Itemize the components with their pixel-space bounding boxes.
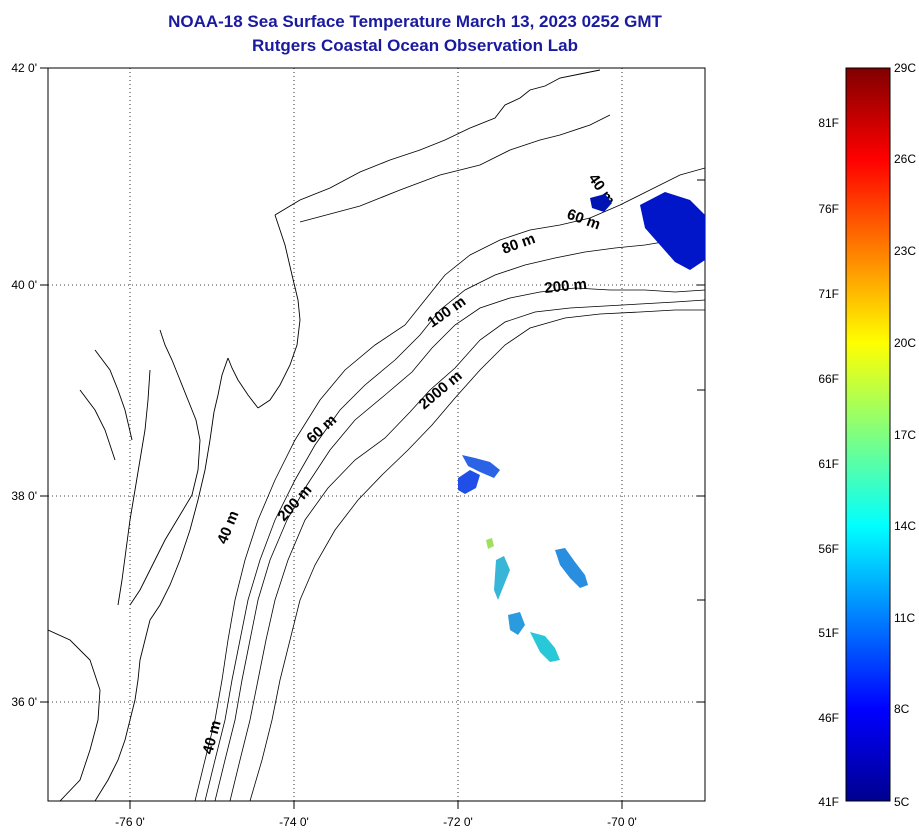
lat-label: 36 0' — [11, 695, 37, 709]
lat-label: 38 0' — [11, 489, 37, 503]
colorbar-c-labels: 29C 26C 23C 20C 17C 14C 11C 8C 5C — [894, 61, 916, 809]
axis-ticks — [40, 67, 705, 809]
lon-label: -70 0' — [607, 815, 637, 829]
colorbar-f-label: 41F — [818, 795, 839, 809]
colorbar-c-label: 26C — [894, 152, 916, 166]
colorbar-f-label: 56F — [818, 542, 839, 556]
sst-patch-shelf — [640, 192, 705, 270]
colorbar-f-label: 61F — [818, 457, 839, 471]
colorbar-f-label: 71F — [818, 287, 839, 301]
sst-patch-slope-2 — [462, 455, 500, 478]
colorbar-c-label: 23C — [894, 244, 916, 258]
graticule — [48, 68, 705, 801]
colorbar-f-label: 76F — [818, 202, 839, 216]
colorbar-c-label: 8C — [894, 702, 910, 716]
colorbar-c-label: 17C — [894, 428, 916, 442]
colorbar-c-label: 29C — [894, 61, 916, 75]
colorbar-f-label: 51F — [818, 626, 839, 640]
sst-patch-warm — [486, 538, 494, 549]
sst-patches — [458, 192, 705, 662]
sst-patch-filament-2 — [494, 556, 510, 600]
colorbar-c-label: 14C — [894, 519, 916, 533]
sst-patch-slope — [458, 470, 480, 494]
sst-patch-eddy — [508, 612, 525, 635]
colorbar-f-label: 46F — [818, 711, 839, 725]
map-subtitle: Rutgers Coastal Ocean Observation Lab — [252, 36, 578, 55]
lon-label: -76 0' — [115, 815, 145, 829]
colorbar-f-labels: 81F 76F 71F 66F 61F 56F 51F 46F 41F — [818, 116, 839, 809]
colorbar-f-label: 81F — [818, 116, 839, 130]
coastline — [48, 69, 611, 801]
colorbar-c-label: 5C — [894, 795, 910, 809]
colorbar-f-label: 66F — [818, 372, 839, 386]
sst-patch-filament — [555, 548, 588, 588]
sst-patch-eddy-2 — [530, 632, 560, 662]
lon-labels: -76 0' -74 0' -72 0' -70 0' — [115, 815, 637, 829]
colorbar — [845, 67, 891, 802]
lat-label: 40 0' — [11, 278, 37, 292]
map-title: NOAA-18 Sea Surface Temperature March 13… — [168, 12, 662, 31]
lat-label: 42 0' — [11, 61, 37, 75]
isobath-label: 200 m — [544, 276, 588, 297]
map-frame — [47, 67, 706, 802]
colorbar-c-label: 20C — [894, 336, 916, 350]
lon-label: -72 0' — [443, 815, 473, 829]
sst-patch-nantucket — [590, 194, 612, 212]
lon-label: -74 0' — [279, 815, 309, 829]
isobaths — [194, 167, 705, 801]
colorbar-c-label: 11C — [894, 611, 915, 625]
lat-labels: 42 0' 40 0' 38 0' 36 0' — [11, 61, 37, 709]
